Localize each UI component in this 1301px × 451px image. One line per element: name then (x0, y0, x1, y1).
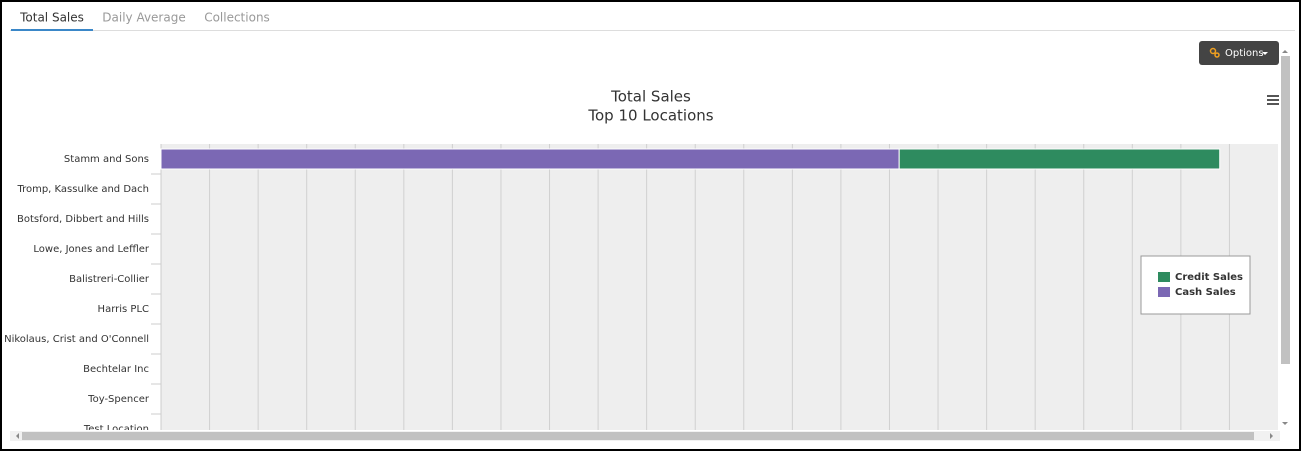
menu-bar (1267, 95, 1279, 97)
y-tick-label: Test Location (83, 424, 149, 435)
legend-label: Cash Sales (1175, 287, 1236, 298)
tab[interactable]: Daily Average (102, 11, 185, 25)
scroll-arrow[interactable] (1270, 433, 1273, 439)
y-tick-label: Nikolaus, Crist and O'Connell (4, 334, 149, 345)
legend-box (1140, 255, 1251, 315)
scroll-arrow[interactable] (16, 433, 19, 439)
plot-background (161, 144, 1278, 430)
legend-swatch (1158, 287, 1170, 297)
legend: Credit Sales Cash Sales (1140, 255, 1251, 315)
bar-segment (898, 148, 1221, 170)
menu-bar (1267, 103, 1279, 105)
y-tick-label: Lowe, Jones and Leffler (33, 244, 150, 255)
menu-bar (1267, 99, 1279, 101)
y-tick-label: Botsford, Dibbert and Hills (17, 214, 149, 225)
y-tick-label: Harris PLC (98, 304, 149, 315)
gear-icon (1209, 47, 1217, 55)
chart-subtitle: Top 10 Locations (587, 107, 713, 125)
scroll-arrow[interactable] (1282, 50, 1288, 53)
y-tick-label: Tromp, Kassulke and Dach (16, 184, 149, 195)
plot: Stamm and Sons Tromp, Kassulke and Dach Bo… (4, 144, 1278, 435)
y-tick-label: Stamm and Sons (64, 154, 149, 165)
y-tick-label: Toy-Spencer (87, 394, 150, 405)
gear-icon (1214, 52, 1220, 58)
chart-title: Total Sales (610, 88, 691, 106)
y-tick-label: Bechtelar Inc (83, 364, 149, 375)
bar-segment (160, 148, 900, 170)
menu-icon[interactable] (1267, 95, 1279, 105)
h-scroll-thumb[interactable] (22, 432, 1254, 440)
legend-label: Credit Sales (1175, 272, 1243, 283)
options-button[interactable]: Options (1199, 41, 1279, 65)
legend-swatch (1158, 272, 1170, 282)
tab[interactable]: Collections (204, 11, 270, 25)
button-label: Options (1225, 48, 1264, 59)
caret (1262, 52, 1268, 55)
tab[interactable]: Total Sales (19, 11, 84, 25)
v-scroll-thumb[interactable] (1281, 56, 1290, 364)
button-bg (1199, 41, 1279, 65)
scroll-arrow[interactable] (1282, 422, 1288, 425)
y-tick-label: Balistreri-Collier (69, 274, 150, 285)
